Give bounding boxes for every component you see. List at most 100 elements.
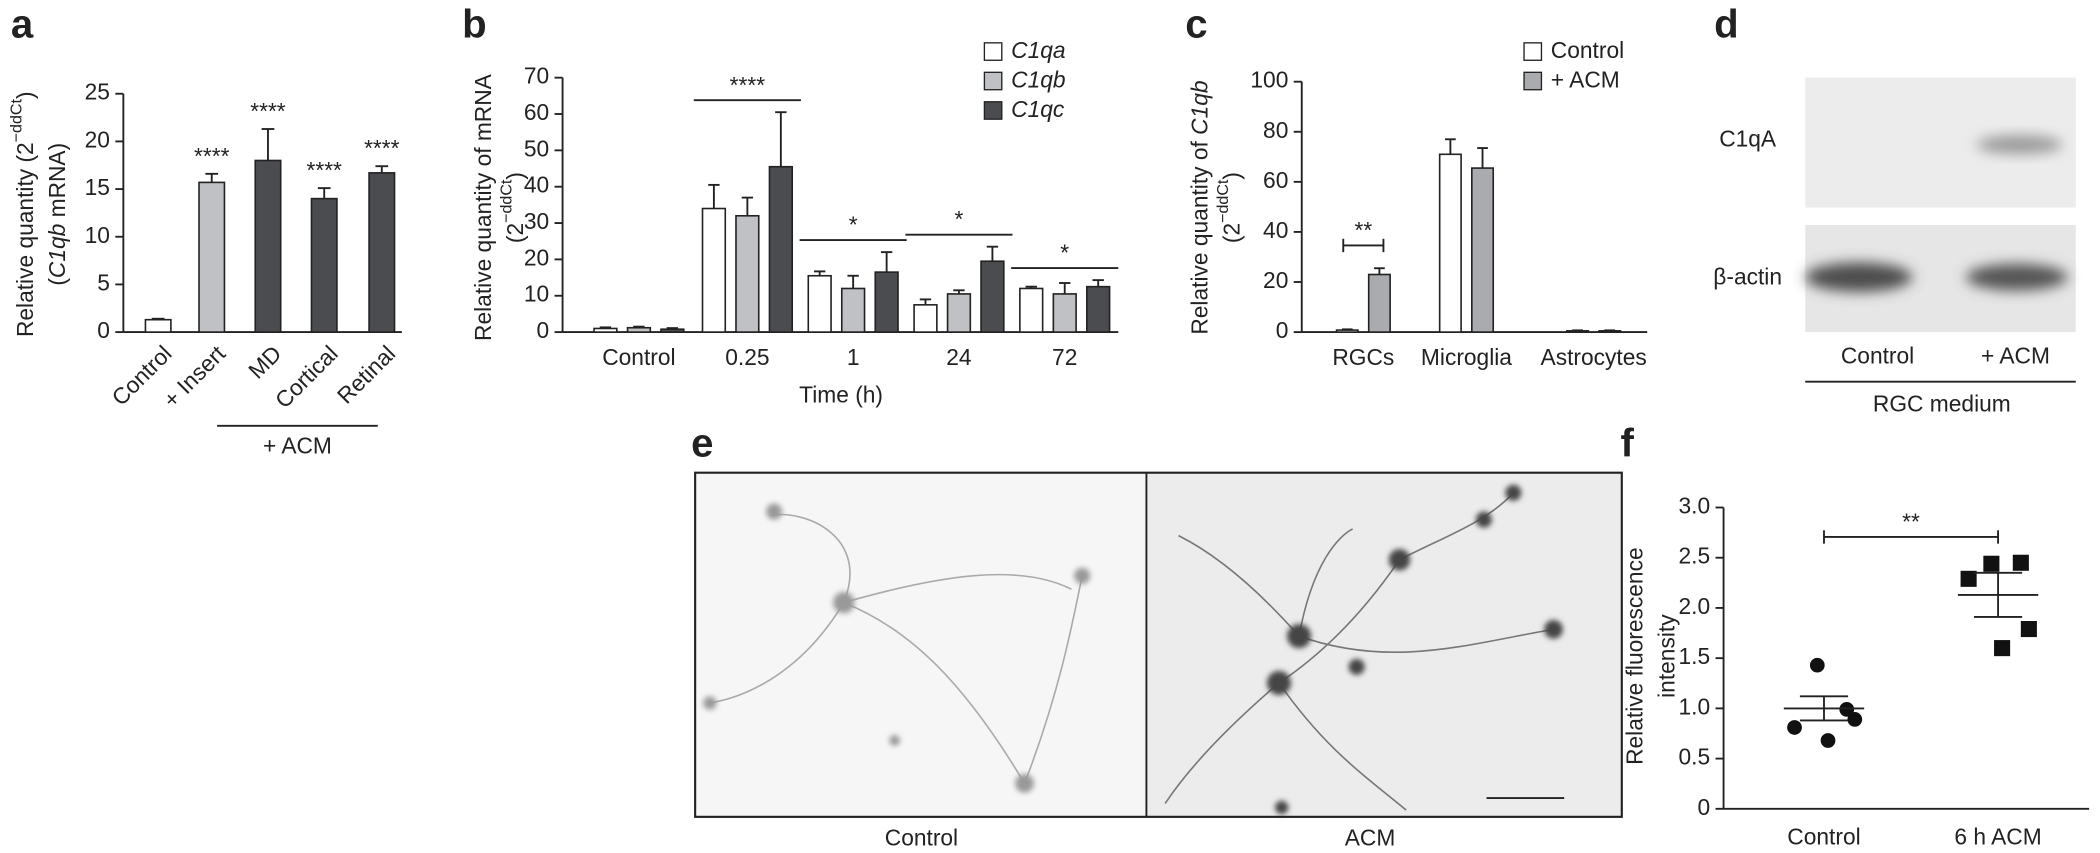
y-tick-label: 60	[1263, 167, 1288, 193]
bar	[946, 293, 972, 333]
bar	[368, 172, 396, 333]
y-tick-label: 15	[85, 174, 110, 200]
label-superscript: −ddCt	[1214, 179, 1232, 223]
y-tick-label: 1.0	[1679, 693, 1711, 719]
bar	[626, 326, 652, 333]
y-axis-label: Relative quantity (2−ddCt)	[8, 91, 38, 337]
bar	[874, 271, 899, 333]
micrographs: Control ACM	[694, 471, 1623, 851]
x-tick-label: Astrocytes	[1541, 344, 1647, 370]
y-tick-label: 20	[524, 244, 549, 270]
y-axis-label: Relative quantity of C1qb	[1186, 80, 1212, 334]
cell-bodies	[1266, 484, 1563, 815]
blot-band	[1976, 135, 2063, 154]
image-label: Control	[885, 825, 958, 851]
y-tick-label: 3.0	[1679, 493, 1711, 519]
x-tick-label: Retinal	[332, 340, 400, 408]
label-part: (	[44, 278, 70, 286]
y-tick-label: 5	[97, 269, 110, 295]
significance: *	[1060, 240, 1069, 266]
significance: ****	[730, 72, 766, 98]
y-axis-label: (2−ddCt)	[498, 172, 528, 243]
panel-letter: a	[11, 1, 34, 46]
significance: ****	[194, 143, 230, 169]
significance: ****	[307, 157, 343, 183]
legend-swatch	[1523, 42, 1543, 61]
significance: *	[849, 212, 858, 238]
blot-row-label: C1qA	[1719, 126, 1777, 152]
blot-row-label: β-actin	[1713, 264, 1782, 290]
blot-band	[1965, 263, 2068, 291]
bar	[701, 207, 727, 333]
legend-swatch	[1523, 71, 1543, 91]
y-tick-label: 40	[524, 172, 549, 198]
data-point	[2020, 621, 2037, 638]
bar	[840, 287, 866, 333]
bar	[980, 260, 1005, 333]
data-point	[1847, 712, 1863, 727]
legend-swatch	[983, 71, 1003, 91]
bar	[1367, 273, 1391, 333]
y-axis-label: intensity	[1654, 614, 1680, 698]
y-tick-label: 0	[97, 317, 110, 343]
panel-letter: d	[1714, 1, 1739, 46]
label-part: mRNA)	[44, 143, 70, 224]
x-tick-label: 6 h ACM	[1954, 823, 2041, 849]
data-point	[2012, 554, 2029, 571]
y-axis-label: Relative quantity of mRNA	[470, 73, 496, 341]
bar	[1438, 153, 1462, 333]
data-point	[1983, 555, 2000, 572]
label-part: C1qb	[44, 224, 70, 278]
x-tick-label: Control	[602, 344, 675, 370]
label-part: (2	[502, 223, 528, 243]
group-label: + ACM	[263, 432, 332, 458]
bar	[1598, 330, 1622, 333]
y-tick-label: 0.5	[1679, 744, 1711, 770]
y-tick-label: 0	[537, 317, 550, 343]
label-part: Relative fluorescence	[1622, 547, 1648, 765]
x-tick-label: 72	[1052, 344, 1077, 370]
bar	[144, 318, 172, 333]
legend-label: C1qa	[1011, 37, 1065, 63]
label-part: )	[12, 91, 38, 99]
significance: ****	[250, 98, 286, 124]
bar	[254, 159, 282, 333]
y-tick-label: 80	[1263, 117, 1288, 143]
bar	[660, 328, 685, 333]
significance: *	[955, 206, 964, 232]
bar	[1086, 285, 1111, 333]
legend-swatch	[983, 101, 1003, 120]
frame	[694, 471, 1623, 818]
significance: ****	[364, 135, 400, 161]
y-axis-label: (2−ddCt)	[1214, 172, 1244, 243]
y-tick-label: 10	[85, 222, 110, 248]
blot-group-label: RGC medium	[1873, 391, 2011, 417]
panel-letter: b	[462, 1, 487, 46]
panel-letter: e	[691, 421, 713, 466]
label-part: Relative quantity of mRNA	[470, 73, 496, 341]
blot-band	[1805, 262, 1913, 292]
legend-label: + ACM	[1551, 67, 1620, 93]
label-part: intensity	[1654, 614, 1680, 698]
bar	[735, 214, 760, 333]
y-tick-label: 40	[1263, 217, 1288, 243]
y-tick-label: 60	[524, 99, 549, 125]
x-tick-label: Control	[1787, 823, 1860, 849]
significance: **	[1354, 217, 1372, 243]
micrograph	[1146, 472, 1622, 817]
y-tick-label: 1.5	[1679, 643, 1711, 669]
bar	[807, 274, 832, 333]
label-part: (2	[1218, 223, 1244, 243]
blot-lane-label: Control	[1841, 343, 1914, 369]
bar	[1335, 329, 1359, 333]
y-axis-label: Relative fluorescence	[1622, 547, 1648, 765]
bar	[768, 165, 794, 333]
x-tick-label: MD	[243, 340, 286, 383]
data-point	[1960, 570, 1977, 587]
western-blot: C1qA β-actin Control + ACM RGC medium	[1713, 77, 2076, 417]
label-superscript: −ddCt	[8, 99, 26, 143]
y-tick-label: 25	[85, 79, 110, 105]
y-tick-label: 50	[524, 135, 549, 161]
